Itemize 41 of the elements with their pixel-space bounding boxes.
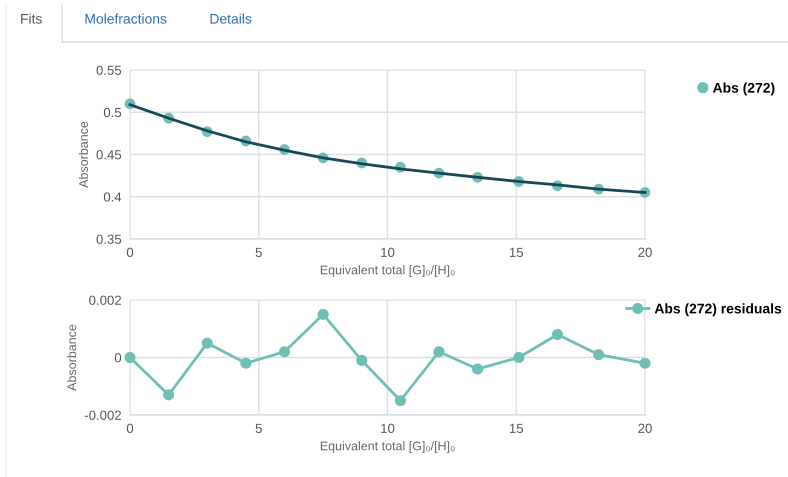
y-tick-label: 0.4 (104, 192, 122, 202)
x-tick-label: 20 (638, 424, 652, 434)
point (513, 352, 524, 364)
point (318, 308, 329, 320)
x-tick-label: 10 (381, 248, 394, 258)
point (278, 346, 290, 358)
x-axis-title: Equivalent total [G]₀/[H]₀ (320, 441, 455, 453)
x-axis-title: Equivalent total [G]₀/[H]₀ (320, 265, 455, 277)
y-tick-label: 0 (114, 353, 122, 362)
y-axis-title: Absorbance (78, 122, 88, 188)
point (163, 389, 174, 400)
point (394, 395, 406, 406)
y-axis-title: Absorbance (67, 324, 76, 391)
y-tick-label: -0.002 (84, 410, 122, 420)
point (639, 358, 651, 369)
x-tick-label: 0 (126, 248, 134, 258)
x-tick-label: 20 (638, 248, 652, 258)
text: Molefractions (86, 14, 166, 24)
point (356, 354, 368, 366)
point (240, 358, 252, 369)
point (124, 352, 136, 364)
x-tick-label: 5 (256, 248, 262, 258)
point (433, 346, 445, 358)
y-tick-label: 0.55 (96, 66, 122, 75)
y-tick-label: 0.002 (89, 296, 122, 305)
y-tick-label: 0.5 (104, 108, 122, 118)
point (593, 349, 604, 360)
text: Fits (21, 14, 42, 24)
x-tick-label: 15 (510, 248, 524, 258)
legend-label: Abs (272) (712, 82, 774, 96)
point (472, 363, 484, 375)
x-tick-label: 15 (510, 424, 524, 434)
text: Details (210, 14, 252, 24)
x-tick-label: 10 (381, 424, 394, 434)
y-tick-label: 0.35 (96, 234, 122, 244)
legend-label: Abs (272) residuals (654, 303, 782, 316)
y-tick-label: 0.45 (96, 150, 122, 160)
x-tick-label: 5 (256, 424, 262, 434)
x-tick-label: 0 (126, 424, 134, 434)
point (552, 328, 564, 340)
point (202, 338, 213, 349)
